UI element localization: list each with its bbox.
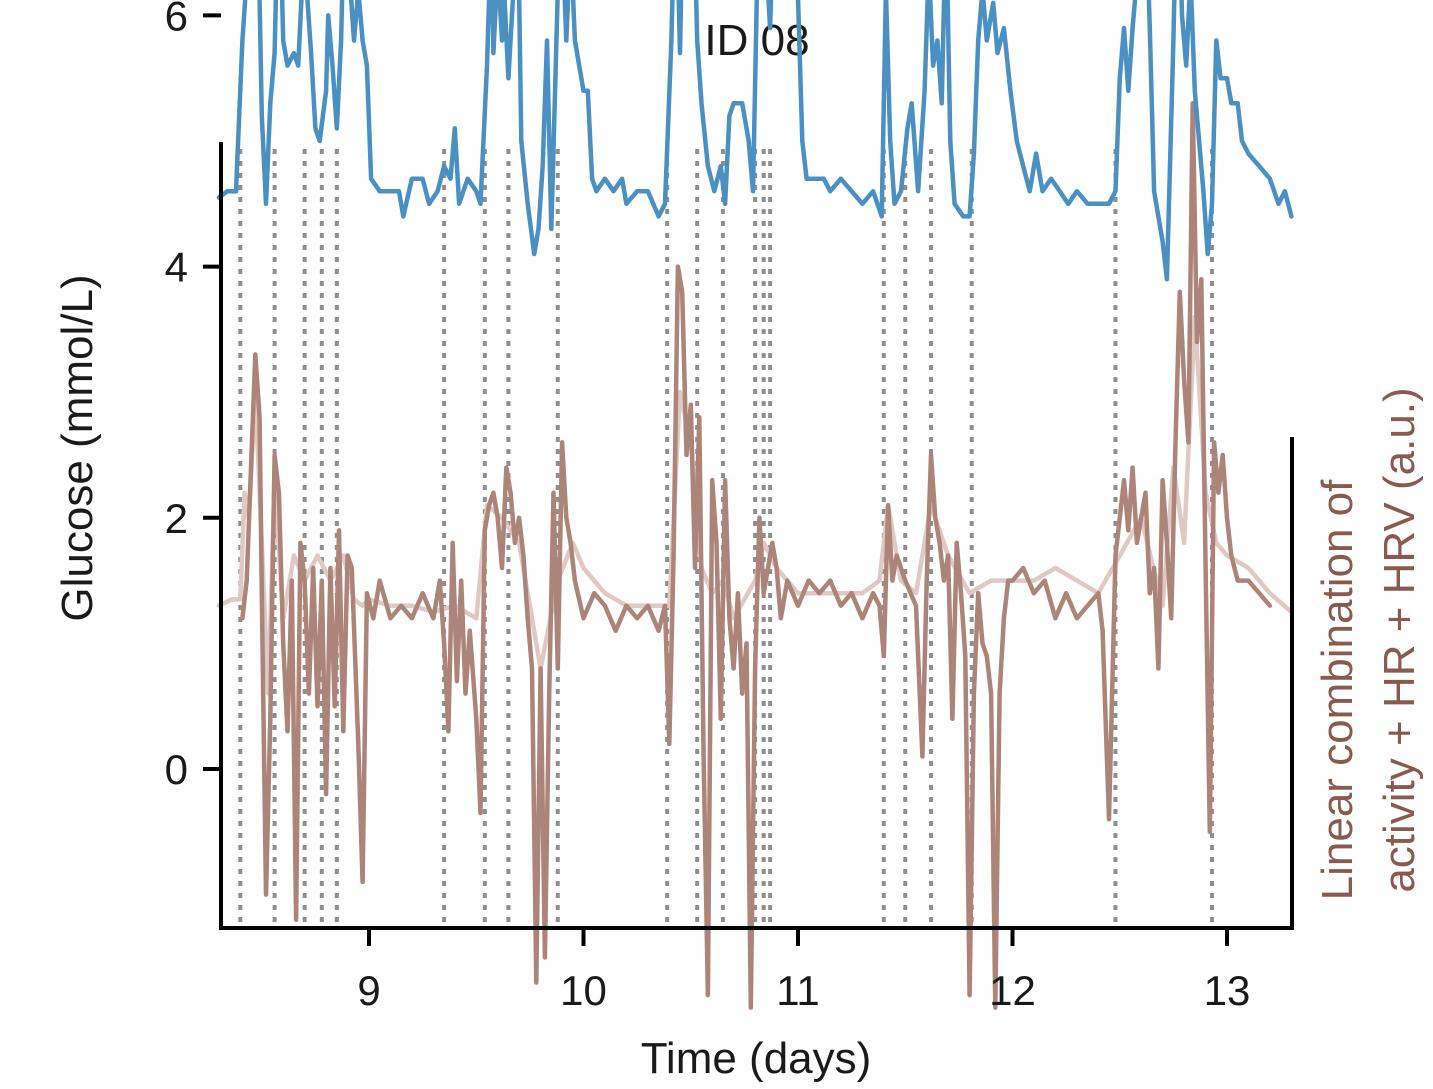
y-tick-label: 2 xyxy=(165,495,188,542)
y-tick-label: 4 xyxy=(165,244,188,291)
x-tick-label: 13 xyxy=(1204,967,1251,1014)
x-tick-label: 11 xyxy=(776,967,820,1014)
y2-axis-label-line-2: activity + HR + HRV (a.u.) xyxy=(1375,387,1424,892)
y-tick-label: 6 xyxy=(165,0,188,39)
axes xyxy=(219,142,1294,930)
y-ticks: 0246810 xyxy=(165,0,221,793)
estimate-dark-series-line xyxy=(240,101,1273,1010)
y2-axis-label-line-1: Linear combination of xyxy=(1313,479,1362,900)
series-layer xyxy=(216,0,1294,1010)
x-axis-label: Time (days) xyxy=(641,1034,872,1083)
glucose-series-line xyxy=(216,0,1294,282)
x-ticks: 9 10 11 12 13 xyxy=(357,928,1250,1014)
x-tick-label: 10 xyxy=(560,967,607,1014)
x-tick-label: 12 xyxy=(989,967,1036,1014)
y-axis-label: Glucose (mmol/L) xyxy=(53,274,102,621)
y-tick-label: 0 xyxy=(165,746,188,793)
x-tick-label: 9 xyxy=(357,967,380,1014)
